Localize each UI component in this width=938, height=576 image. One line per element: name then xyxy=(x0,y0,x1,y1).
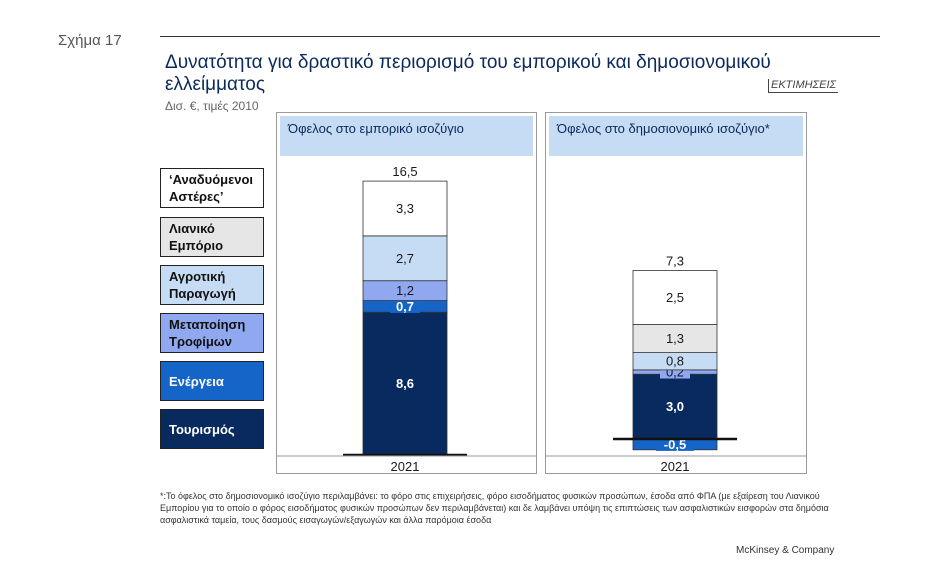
panel-fiscal-balance: Όφελος στο δημοσιονομικό ισοζύγιο* -0,5 3… xyxy=(545,112,807,474)
data-label: 3,3 xyxy=(396,201,414,216)
bar-segment xyxy=(362,235,448,282)
footnote: *:Το όφελος στο δημοσιονομικό ισοζύγιο π… xyxy=(160,491,829,525)
category-label: 2021 xyxy=(661,459,690,473)
legend-label: Μεταποίηση Τροφίμων xyxy=(169,317,246,349)
legend-label: Αγροτική Παραγωγή xyxy=(169,269,236,301)
units-label: Δισ. €, τιμές 2010 xyxy=(165,99,259,113)
legend-item-agriculture: Αγροτική Παραγωγή xyxy=(160,265,264,305)
figure-label: Σχήμα 17 xyxy=(58,32,122,49)
label-backdrop xyxy=(390,298,420,313)
bar-segment xyxy=(362,311,448,456)
legend-label: Λιανικό Εμπόριο xyxy=(169,221,224,253)
legend-item-food-processing: Μεταποίηση Τροφίμων xyxy=(160,313,264,353)
data-label: 0,7 xyxy=(396,299,414,314)
chart-title: Δυνατότητα για δραστικό περιορισμό του ε… xyxy=(165,52,771,95)
total-label: 7,3 xyxy=(666,254,684,269)
legend-label: ‘Αναδυόμενοι Αστέρες’ xyxy=(169,172,254,204)
legend-item-retail: Λιανικό Εμπόριο xyxy=(160,217,264,257)
bar-segment xyxy=(632,270,718,325)
total-label: 16,5 xyxy=(392,164,417,179)
data-label: 3,0 xyxy=(666,399,684,414)
legend-label: Ενέργεια xyxy=(169,373,224,389)
trade-balance-chart: 8,6 0,71,2 2,7 3,3 16,5 2021 xyxy=(277,164,536,473)
estimates-tag: ΕΚΤΙΜΗΣΕΙΣ xyxy=(768,79,839,93)
data-label: 1,2 xyxy=(396,283,414,298)
legend-label: Τουρισμός xyxy=(169,421,235,437)
label-backdrop xyxy=(656,436,694,451)
data-label: -0,5 xyxy=(664,437,686,452)
panel-title: Όφελος στο εμπορικό ισοζύγιο xyxy=(280,116,533,156)
bar-segment xyxy=(632,373,718,440)
panel-trade-balance: Όφελος στο εμπορικό ισοζύγιο 8,6 0,7 1,2 2,… xyxy=(276,112,537,474)
data-label: 2,7 xyxy=(396,251,414,266)
data-label: 0,8 xyxy=(666,354,684,369)
bar-segment xyxy=(632,324,718,354)
category-label: 2021 xyxy=(391,459,420,473)
brand-label: McKinsey & Company xyxy=(736,545,835,556)
legend-item-tourism: Τουρισμός xyxy=(160,409,264,449)
bar-segment xyxy=(362,180,448,237)
top-rule xyxy=(160,36,880,37)
legend-item-energy: Ενέργεια xyxy=(160,361,264,401)
legend-item-emerging-stars: ‘Αναδυόμενοι Αστέρες’ xyxy=(160,168,264,208)
data-label: 1,3 xyxy=(666,331,684,346)
data-label: 2,5 xyxy=(666,290,684,305)
data-label: 8,6 xyxy=(396,376,414,391)
panel-title: Όφελος στο δημοσιονομικό ισοζύγιο* xyxy=(549,116,803,156)
